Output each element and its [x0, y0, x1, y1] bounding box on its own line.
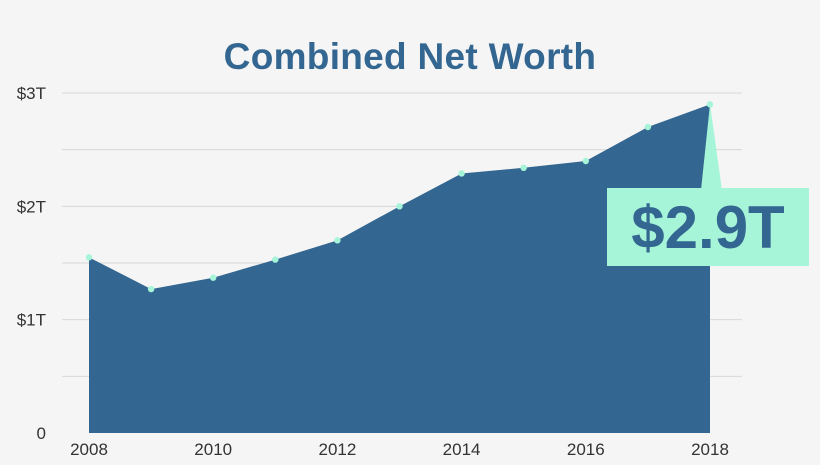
data-point-2016	[582, 157, 589, 165]
callout-pointer	[701, 104, 722, 190]
y-tick-label-1: $1T	[17, 311, 46, 330]
data-point-2010	[210, 274, 217, 281]
data-point-2011	[272, 256, 279, 263]
callout-value-label: $2.9T	[631, 194, 784, 261]
x-tick-label-2016: 2016	[567, 440, 605, 459]
callout-box	[607, 188, 809, 266]
chart-title: Combined Net Worth	[223, 36, 597, 77]
area-layer	[89, 104, 710, 433]
x-tick-label-2018: 2018	[691, 440, 729, 459]
data-point-2013	[396, 203, 403, 210]
x-tick-label-2010: 2010	[194, 440, 232, 459]
x-tick-label-2008: 2008	[70, 440, 108, 459]
marker-layer	[85, 101, 714, 293]
x-tick-label-2014: 2014	[443, 440, 481, 459]
callout-layer: $2.9T	[607, 104, 809, 266]
y-tick-label-2: $2T	[17, 197, 46, 216]
y-tick-label-3: $3T	[17, 84, 46, 103]
data-point-2017	[644, 123, 652, 131]
series-area	[89, 104, 710, 433]
x-tick-label-2012: 2012	[318, 440, 356, 459]
data-point-2009	[147, 285, 155, 293]
data-point-2012	[334, 237, 341, 244]
data-point-2014	[458, 170, 465, 177]
data-point-2008	[85, 254, 93, 261]
axis-layer: 0 $1T $2T $3T 2008 2010 2012 2014 2016 2018	[17, 84, 729, 459]
y-tick-label-0: 0	[37, 424, 46, 443]
data-point-2015	[520, 164, 527, 171]
